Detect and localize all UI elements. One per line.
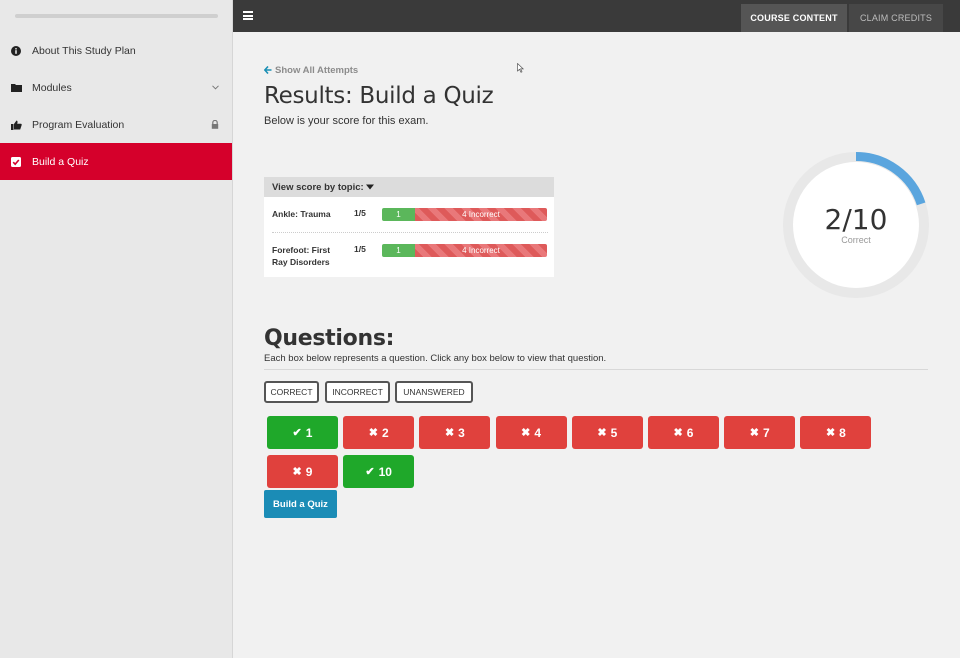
x-icon: ✖ xyxy=(597,427,607,439)
chevron-down-icon[interactable] xyxy=(210,85,220,90)
main-content: Show All Attempts Results: Build a Quiz … xyxy=(233,32,960,658)
question-3-button[interactable]: ✖ 3 xyxy=(419,416,491,449)
build-a-quiz-button[interactable]: Build a Quiz xyxy=(264,490,337,518)
filter-correct-button[interactable]: CORRECT xyxy=(264,381,319,403)
back-link-label: Show All Attempts xyxy=(275,65,359,76)
arrow-left-icon xyxy=(263,65,272,76)
question-number: 10 xyxy=(378,464,392,479)
sidebar-progress xyxy=(0,0,232,32)
tab-course-content[interactable]: COURSE CONTENT xyxy=(741,4,847,32)
topic-score: 1/5 xyxy=(354,208,366,218)
topbar: COURSE CONTENT CLAIM CREDITS xyxy=(233,0,960,32)
topic-progress-bar: 1 4 Incorrect xyxy=(382,208,547,221)
sidebar-item-about[interactable]: About This Study Plan xyxy=(0,32,232,69)
x-icon: ✖ xyxy=(368,427,378,439)
check-icon: ✔ xyxy=(365,466,375,478)
progress-bar xyxy=(15,14,218,18)
question-number: 7 xyxy=(762,425,770,440)
question-number: 8 xyxy=(839,425,846,440)
filter-incorrect-button[interactable]: INCORRECT xyxy=(325,381,390,403)
topic-name: Ankle: Trauma xyxy=(272,209,331,219)
sidebar: About This Study Plan Modules Program Ev… xyxy=(0,0,233,658)
incorrect-segment: 4 Incorrect xyxy=(415,244,547,257)
page-subtitle: Below is your score for this exam. xyxy=(264,115,429,127)
sidebar-item-build-a-quiz[interactable]: Build a Quiz xyxy=(0,143,232,180)
ring-center xyxy=(793,162,919,288)
incorrect-segment: 4 Incorrect xyxy=(415,208,547,221)
page-title: Results: Build a Quiz xyxy=(264,83,494,109)
correct-segment: 1 xyxy=(382,208,415,221)
x-icon: ✖ xyxy=(749,427,759,439)
correct-segment: 1 xyxy=(382,244,415,257)
question-2-button[interactable]: ✖ 2 xyxy=(343,416,415,449)
menu-icon[interactable] xyxy=(243,11,253,20)
check-icon: ✔ xyxy=(292,427,302,439)
question-number: 2 xyxy=(381,425,389,440)
question-number: 6 xyxy=(686,425,694,440)
topic-score-toggle[interactable]: View score by topic: xyxy=(264,177,554,197)
topic-name: Forefoot: First Ray Disorders xyxy=(272,245,331,267)
show-all-attempts-link[interactable]: Show All Attempts xyxy=(263,65,359,76)
x-icon: ✖ xyxy=(521,427,531,439)
x-icon: ✖ xyxy=(825,427,836,439)
folder-icon xyxy=(10,82,22,94)
topic-progress-bar: 1 4 Incorrect xyxy=(382,244,547,257)
divider xyxy=(272,232,548,233)
ring-progress-arc xyxy=(855,152,926,206)
question-number: 5 xyxy=(610,425,618,440)
topic-score-header: View score by topic: xyxy=(272,181,364,193)
sidebar-item-label: Build a Quiz xyxy=(32,155,89,168)
question-9-button[interactable]: ✖ 9 xyxy=(267,455,338,488)
caret-down-icon xyxy=(365,183,374,192)
mouse-cursor-icon xyxy=(517,60,525,73)
questions-title: Questions: xyxy=(264,326,395,351)
tab-claim-credits[interactable]: CLAIM CREDITS xyxy=(849,4,943,32)
score-ring: 2/10 Correct xyxy=(783,152,929,298)
question-10-button[interactable]: ✔ 10 xyxy=(343,455,415,488)
thumbs-up-icon xyxy=(10,119,22,131)
score-label: Correct xyxy=(841,235,871,245)
checkbox-icon xyxy=(10,156,22,168)
question-number: 1 xyxy=(305,425,313,440)
info-circle-icon xyxy=(10,45,22,57)
question-7-button[interactable]: ✖ 7 xyxy=(724,416,796,449)
x-icon: ✖ xyxy=(444,427,455,439)
question-number: 4 xyxy=(534,425,542,440)
sidebar-item-label: About This Study Plan xyxy=(32,44,136,57)
question-number: 9 xyxy=(305,464,313,479)
topic-score-card: View score by topic: Ankle: Trauma 1/5 1… xyxy=(264,177,554,277)
lock-icon xyxy=(210,120,220,129)
question-8-button[interactable]: ✖ 8 xyxy=(800,416,872,449)
question-4-button[interactable]: ✖ 4 xyxy=(495,416,567,449)
sidebar-item-modules[interactable]: Modules xyxy=(0,69,232,106)
score-value: 2/10 xyxy=(824,203,888,236)
question-5-button[interactable]: ✖ 5 xyxy=(571,416,643,449)
sidebar-item-program-evaluation[interactable]: Program Evaluation xyxy=(0,106,232,143)
question-6-button[interactable]: ✖ 6 xyxy=(648,416,719,449)
divider xyxy=(264,369,928,370)
question-number: 3 xyxy=(458,425,465,440)
x-icon: ✖ xyxy=(673,427,683,439)
sidebar-item-label: Program Evaluation xyxy=(32,118,125,131)
filter-unanswered-button[interactable]: UNANSWERED xyxy=(395,381,473,403)
topic-score: 1/5 xyxy=(354,244,366,254)
question-1-button[interactable]: ✔ 1 xyxy=(267,416,338,449)
sidebar-item-label: Modules xyxy=(32,81,72,94)
x-icon: ✖ xyxy=(292,466,302,478)
questions-description: Each box below represents a question. Cl… xyxy=(264,353,607,364)
